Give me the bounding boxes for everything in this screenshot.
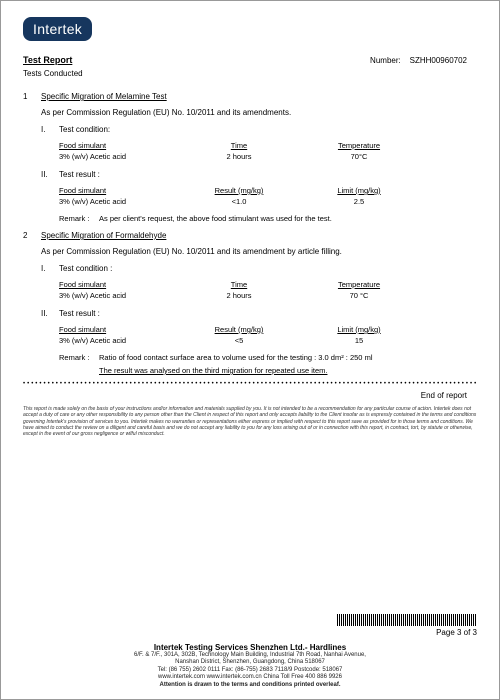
s1-res-h1: Food simulant bbox=[59, 185, 179, 196]
s2-res-v2: <5 bbox=[179, 335, 299, 346]
barcode bbox=[337, 614, 477, 626]
section-1-title: Specific Migration of Melamine Test bbox=[41, 92, 477, 101]
s1-cond-v1: 3% (w/v) Acetic acid bbox=[59, 151, 179, 162]
s2-cond-v1: 3% (w/v) Acetic acid bbox=[59, 290, 179, 301]
s2-cond-label: Test condition : bbox=[59, 264, 477, 273]
footer-company: Intertek Testing Services Shenzhen Ltd.-… bbox=[23, 643, 477, 652]
s1-res-h2: Result (mg/kg) bbox=[179, 185, 299, 196]
s1-cond-label: Test condition: bbox=[59, 125, 477, 134]
s1-cond-num: I. bbox=[41, 125, 59, 134]
s1-cond-h3: Temperature bbox=[299, 140, 419, 151]
section-1: 1 Specific Migration of Melamine Test As… bbox=[23, 92, 477, 223]
s1-res-label: Test result : bbox=[59, 170, 477, 179]
s2-remark-text2: The result was analysed on the third mig… bbox=[99, 366, 477, 375]
footer-addr4: www.intertek.com www.intertek.com.cn Chi… bbox=[23, 674, 477, 682]
num-label: Number: bbox=[370, 56, 401, 65]
section-2-reg: As per Commission Regulation (EU) No. 10… bbox=[41, 247, 477, 256]
num-value: SZHH00960702 bbox=[410, 56, 467, 65]
s2-res-num: II. bbox=[41, 309, 59, 318]
s1-cond-v3: 70°C bbox=[299, 151, 419, 162]
s1-res-v2: <1.0 bbox=[179, 196, 299, 207]
footer-attn: Attention is drawn to the terms and cond… bbox=[23, 682, 477, 690]
footer-addr2: Nanshan District, Shenzhen, Guangdong, C… bbox=[23, 659, 477, 667]
s1-res-num: II. bbox=[41, 170, 59, 179]
footer-addr1: 6/F. & 7/F., 301A, 302B, Technology Main… bbox=[23, 652, 477, 660]
s2-res-v1: 3% (w/v) Acetic acid bbox=[59, 335, 179, 346]
section-1-num: 1 bbox=[23, 92, 41, 223]
header-row: Test Report Number: SZHH00960702 bbox=[23, 55, 467, 65]
s1-res-h3: Limit (mg/kg) bbox=[299, 185, 419, 196]
s2-res-h1: Food simulant bbox=[59, 324, 179, 335]
s2-cond-v2: 2 hours bbox=[179, 290, 299, 301]
section-2-num: 2 bbox=[23, 231, 41, 375]
s1-res-v1: 3% (w/v) Acetic acid bbox=[59, 196, 179, 207]
s2-res-v3: 15 bbox=[299, 335, 419, 346]
s2-res-h3: Limit (mg/kg) bbox=[299, 324, 419, 335]
s1-remark: Remark : As per client's request, the ab… bbox=[59, 214, 477, 223]
brand-logo: Intertek bbox=[23, 17, 92, 41]
s1-cond-v2: 2 hours bbox=[179, 151, 299, 162]
s1-remark-text: As per client's request, the above food … bbox=[99, 214, 477, 223]
s1-cond-h2: Time bbox=[179, 140, 299, 151]
s2-res-label: Test result : bbox=[59, 309, 477, 318]
s1-cond-table: Food simulant Time Temperature 3% (w/v) … bbox=[59, 140, 477, 162]
footer-addr3: Tel: (86 755) 2602 0111 Fax: (86-755) 26… bbox=[23, 667, 477, 675]
disclaimer: This report is made solely on the basis … bbox=[23, 406, 477, 437]
s2-res-h2: Result (mg/kg) bbox=[179, 324, 299, 335]
section-2: 2 Specific Migration of Formaldehyde As … bbox=[23, 231, 477, 375]
s2-cond-h3: Temperature bbox=[299, 279, 419, 290]
s2-res-table: Food simulant Result (mg/kg) Limit (mg/k… bbox=[59, 324, 477, 346]
s1-res-v3: 2.5 bbox=[299, 196, 419, 207]
separator-dots: ••••••••••••••••••••••••••••••••••••••••… bbox=[23, 381, 477, 387]
s2-cond-table: Food simulant Time Temperature 3% (w/v) … bbox=[59, 279, 477, 301]
s2-remark-text: Ratio of food contact surface area to vo… bbox=[99, 353, 477, 362]
report-title: Test Report bbox=[23, 55, 72, 65]
s2-cond-v3: 70 °C bbox=[299, 290, 419, 301]
s1-cond-h1: Food simulant bbox=[59, 140, 179, 151]
section-2-title: Specific Migration of Formaldehyde bbox=[41, 231, 477, 240]
section-1-reg: As per Commission Regulation (EU) No. 10… bbox=[41, 108, 477, 117]
subtitle: Tests Conducted bbox=[23, 69, 477, 78]
s1-res-table: Food simulant Result (mg/kg) Limit (mg/k… bbox=[59, 185, 477, 207]
report-number: Number: SZHH00960702 bbox=[370, 56, 467, 65]
page-number: Page 3 of 3 bbox=[23, 628, 477, 637]
s2-cond-num: I. bbox=[41, 264, 59, 273]
footer: Page 3 of 3 Intertek Testing Services Sh… bbox=[23, 614, 477, 690]
s2-remark: Remark : Ratio of food contact surface a… bbox=[59, 353, 477, 362]
s2-cond-h2: Time bbox=[179, 279, 299, 290]
s2-cond-h1: Food simulant bbox=[59, 279, 179, 290]
s1-remark-label: Remark : bbox=[59, 214, 99, 223]
s2-remark-label: Remark : bbox=[59, 353, 99, 362]
end-of-report: End of report bbox=[23, 391, 467, 400]
